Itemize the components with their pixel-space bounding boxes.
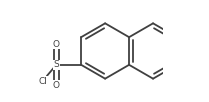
Text: Cl: Cl (38, 76, 47, 85)
Text: O: O (53, 81, 60, 90)
Text: O: O (53, 40, 60, 49)
Text: S: S (53, 60, 59, 69)
